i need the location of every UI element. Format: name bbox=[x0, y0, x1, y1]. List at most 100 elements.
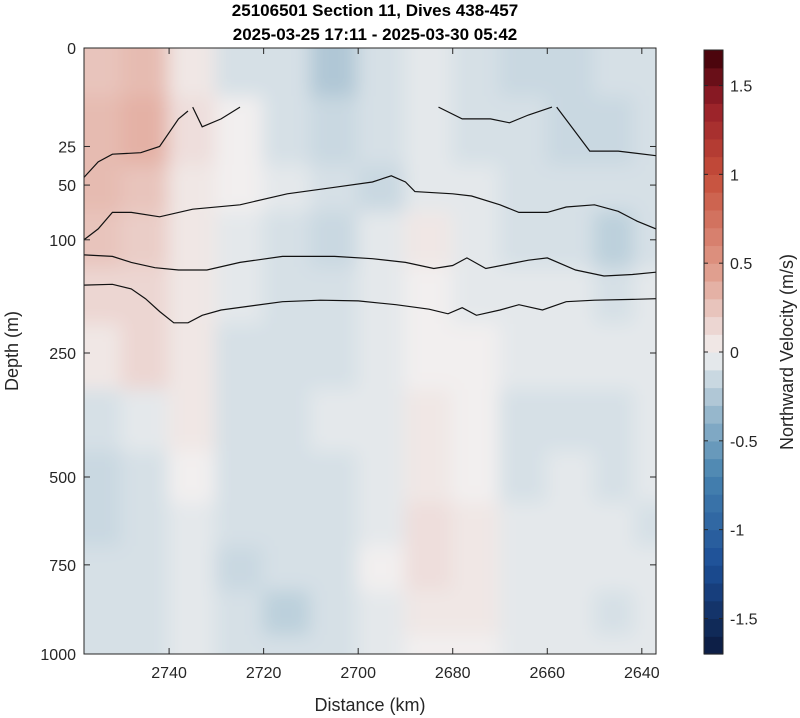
colorbar-bands bbox=[704, 50, 723, 655]
velocity-cell bbox=[262, 590, 312, 638]
colorbar-band bbox=[704, 476, 723, 495]
contour-lines bbox=[84, 106, 656, 324]
velocity-cell bbox=[404, 267, 454, 326]
colorbar-tick-label: 0 bbox=[730, 345, 739, 362]
velocity-cell bbox=[499, 211, 549, 270]
velocity-cell bbox=[215, 323, 265, 392]
velocity-cell bbox=[546, 48, 596, 99]
velocity-cell bbox=[309, 267, 360, 326]
velocity-cell bbox=[215, 451, 265, 505]
velocity-cell bbox=[546, 590, 596, 638]
colorbar-tick-label: -1 bbox=[730, 523, 744, 540]
velocity-cell bbox=[546, 546, 596, 593]
velocity-cell bbox=[262, 323, 312, 392]
colorbar-band bbox=[704, 423, 723, 442]
velocity-cell bbox=[168, 546, 218, 593]
colorbar-band bbox=[704, 618, 723, 637]
colorbar-band bbox=[704, 245, 723, 264]
velocity-cell bbox=[451, 323, 501, 392]
velocity-cell bbox=[546, 502, 596, 549]
colorbar-band bbox=[704, 511, 723, 531]
colorbar-band bbox=[704, 121, 723, 140]
colorbar-band bbox=[704, 636, 723, 655]
velocity-cell bbox=[215, 546, 265, 593]
velocity-cell bbox=[451, 546, 501, 593]
velocity-cell bbox=[357, 389, 407, 454]
velocity-cell bbox=[633, 48, 656, 99]
velocity-cell bbox=[546, 96, 596, 167]
colorbar-band bbox=[704, 387, 723, 406]
colorbar-band bbox=[704, 298, 723, 318]
velocity-cell bbox=[451, 502, 501, 549]
colorbar-band bbox=[704, 369, 723, 389]
velocity-cell bbox=[120, 323, 171, 392]
velocity-cell bbox=[84, 635, 123, 654]
colorbar-tick-label: 1 bbox=[730, 167, 739, 184]
colorbar-band bbox=[704, 547, 723, 566]
colorbar-band bbox=[704, 103, 723, 122]
velocity-cell bbox=[120, 48, 171, 99]
velocity-cell bbox=[309, 546, 360, 593]
velocity-cell bbox=[262, 267, 312, 326]
colorbar-band bbox=[704, 138, 723, 158]
velocity-cell bbox=[451, 590, 501, 638]
velocity-cell bbox=[84, 502, 123, 549]
colorbar-band bbox=[704, 352, 723, 371]
velocity-cell bbox=[633, 96, 656, 167]
velocity-cell bbox=[593, 267, 636, 326]
colorbar-tick-label: -1.5 bbox=[730, 611, 758, 628]
colorbar-band bbox=[704, 50, 723, 69]
velocity-cell bbox=[262, 546, 312, 593]
velocity-cell bbox=[215, 502, 265, 549]
velocity-cell bbox=[633, 164, 656, 214]
velocity-cell bbox=[168, 96, 218, 167]
y-tick-label: 0 bbox=[67, 41, 76, 58]
velocity-cell bbox=[633, 502, 656, 549]
velocity-cell bbox=[546, 211, 596, 270]
velocity-cells bbox=[84, 48, 656, 654]
contour-line bbox=[192, 106, 241, 128]
colorbar-band bbox=[704, 600, 723, 620]
velocity-cell bbox=[168, 502, 218, 549]
velocity-cell bbox=[262, 48, 312, 99]
velocity-cell bbox=[168, 635, 218, 654]
velocity-cell bbox=[404, 590, 454, 638]
colorbar-band bbox=[704, 280, 723, 300]
x-tick-label: 2700 bbox=[340, 665, 376, 682]
velocity-cell bbox=[215, 96, 265, 167]
velocity-cell bbox=[84, 590, 123, 638]
velocity-cell bbox=[215, 590, 265, 638]
contour-line bbox=[556, 106, 656, 157]
velocity-cell bbox=[593, 546, 636, 593]
velocity-cell bbox=[84, 211, 123, 270]
velocity-cell bbox=[451, 389, 501, 454]
velocity-cell bbox=[633, 635, 656, 654]
velocity-cell bbox=[593, 96, 636, 167]
velocity-cell bbox=[357, 635, 407, 654]
velocity-cell bbox=[546, 389, 596, 454]
velocity-cell bbox=[404, 635, 454, 654]
velocity-cell bbox=[168, 590, 218, 638]
colorbar-band bbox=[704, 458, 723, 477]
velocity-cell bbox=[357, 323, 407, 392]
velocity-cell bbox=[499, 389, 549, 454]
velocity-cell bbox=[404, 323, 454, 392]
colorbar-tick-label: 1.5 bbox=[730, 79, 752, 96]
velocity-cell bbox=[593, 48, 636, 99]
velocity-cell bbox=[309, 211, 360, 270]
velocity-cell bbox=[451, 96, 501, 167]
colorbar-band bbox=[704, 316, 723, 335]
velocity-cell bbox=[499, 451, 549, 505]
velocity-cell bbox=[357, 451, 407, 505]
velocity-cell bbox=[168, 451, 218, 505]
colorbar-band bbox=[704, 67, 723, 87]
velocity-cell bbox=[120, 546, 171, 593]
velocity-cell bbox=[262, 164, 312, 214]
velocity-cell bbox=[357, 546, 407, 593]
colorbar-band bbox=[704, 440, 723, 460]
velocity-cell bbox=[499, 546, 549, 593]
velocity-cell bbox=[404, 451, 454, 505]
velocity-cell bbox=[404, 96, 454, 167]
colorbar-label: Northward Velocity (m/s) bbox=[777, 254, 797, 450]
velocity-cell bbox=[633, 323, 656, 392]
